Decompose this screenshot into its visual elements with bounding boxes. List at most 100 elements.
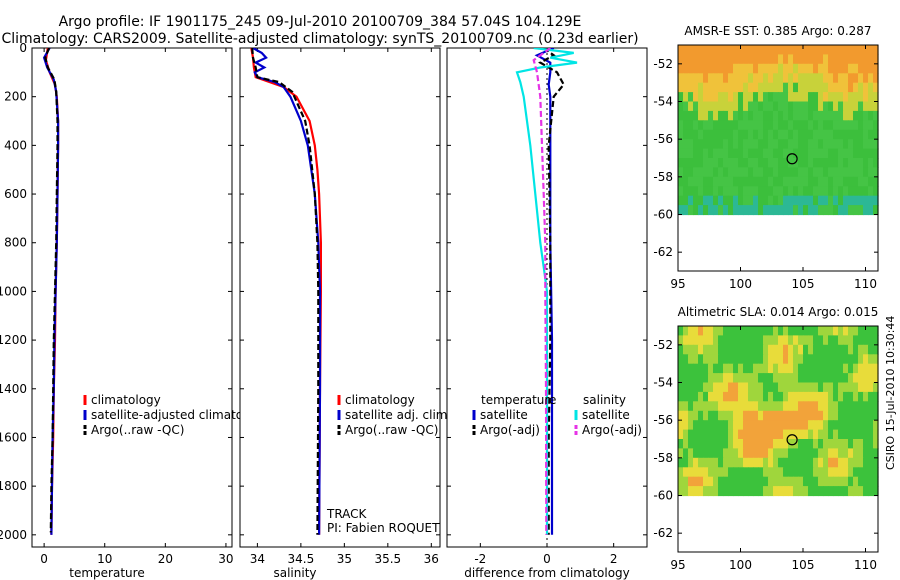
sst-map-cell [683,63,689,74]
sla-map-cell [783,448,789,459]
sla-map-cell [778,391,784,402]
salinity-legend-item-label: Argo(..raw -QC) [345,423,438,437]
sla-map-cell [788,335,794,346]
sst-map-cell [838,176,844,187]
sst-map-cell [798,176,804,187]
sst-map-cell [688,101,694,112]
sst-map-cell [698,82,704,93]
sla-map-cell [828,429,834,440]
sla-map-cell [758,486,764,497]
sla-map-cell [743,344,749,355]
sst-map-cell [718,120,724,131]
sla-map-cell [843,420,849,431]
sla-map-cell [843,326,849,336]
sla-map-cell [828,410,834,421]
sla-map-cell [863,486,869,497]
sst-map-cell [813,120,819,131]
sst-map-cell [708,73,714,84]
sla-map-cell [688,326,694,336]
sla-map-cell [683,448,689,459]
sla-map-cell [813,363,819,374]
sla-map-cell [703,382,709,393]
sla-map-cell [853,373,859,384]
sla-map-cell [678,363,684,374]
sst-map-cell [848,176,854,187]
sst-map-cell [808,82,814,93]
sst-map-cell [728,186,734,197]
salinity-xtick-label: 34 [250,552,265,566]
sla-map-cell [843,410,849,421]
sla-map-cell [768,429,774,440]
sst-map-cell [848,167,854,178]
sla-map-cell [783,486,789,497]
sla-map-cell [838,476,844,487]
sla-map-cell [758,420,764,431]
sla-map-cell [838,354,844,365]
sst-map-cell [723,205,729,216]
sla-map-cell [773,354,779,365]
sla-map-cell [818,420,824,431]
sst-map-cell [858,73,864,84]
sla-map-ytick-label: -58 [653,451,673,465]
sla-map-cell [803,363,809,374]
sst-map-cell [773,45,779,55]
difference-legend-group-title: temperature [481,393,556,407]
sst-map-cell [743,176,749,187]
sla-map-cell [783,457,789,468]
sst-map-cell [868,54,874,65]
sla-map-cell [793,467,799,478]
sla-map-cell [693,335,699,346]
sst-map-cell [873,63,879,74]
sst-map-cell [813,92,819,103]
sla-map-cell [843,363,849,374]
sla-map-cell [698,429,704,440]
sst-map-cell [678,167,684,178]
sla-map-cell [793,420,799,431]
sla-map-cell [798,439,804,449]
sst-map-cell [753,45,759,55]
sst-map-cell [823,186,829,197]
sla-map-cell [828,439,834,449]
sla-map-cell [873,429,879,440]
temperature-xlabel: temperature [69,566,144,580]
sla-map-cell [743,476,749,487]
sst-map-cell [798,82,804,93]
sla-map-cell [768,467,774,478]
sst-map-cell [863,186,869,197]
sst-map-cell [758,129,764,140]
sst-map-cell [678,186,684,197]
sst-map-cell [798,195,804,206]
sla-map-cell [683,486,689,497]
sla-map-cell [808,439,814,449]
sst-map-cell [838,129,844,140]
sst-map-cell [743,110,749,121]
sla-map-cell [748,326,754,336]
sst-map-cell [743,139,749,150]
sla-map-cell [778,326,784,336]
sst-map-cell [738,120,744,131]
temperature-plot-area [31,47,233,548]
sla-map-cell [688,335,694,346]
sla-map-cell [788,420,794,431]
sst-map-cell [803,205,809,216]
sst-map-cell [838,120,844,131]
sla-map-cell [868,363,874,374]
sla-map-cell [848,476,854,487]
sst-map-cell [718,110,724,121]
sla-map-cell [708,486,714,497]
sla-map-cell [873,326,879,336]
sla-map-cell [743,382,749,393]
sst-map-cell [733,148,739,159]
sla-map-cell [808,363,814,374]
sla-map-cell [818,373,824,384]
sla-map-cell [738,457,744,468]
sla-map-xtick-label: 100 [729,558,752,572]
sla-map-cell [758,429,764,440]
sla-map-cell [848,429,854,440]
sst-map-cell [723,167,729,178]
sla-map-cell [868,344,874,355]
sst-map-cell [828,54,834,65]
sst-map-cell [678,158,684,168]
sla-map-cell [723,326,729,336]
sst-map-cell [728,110,734,121]
